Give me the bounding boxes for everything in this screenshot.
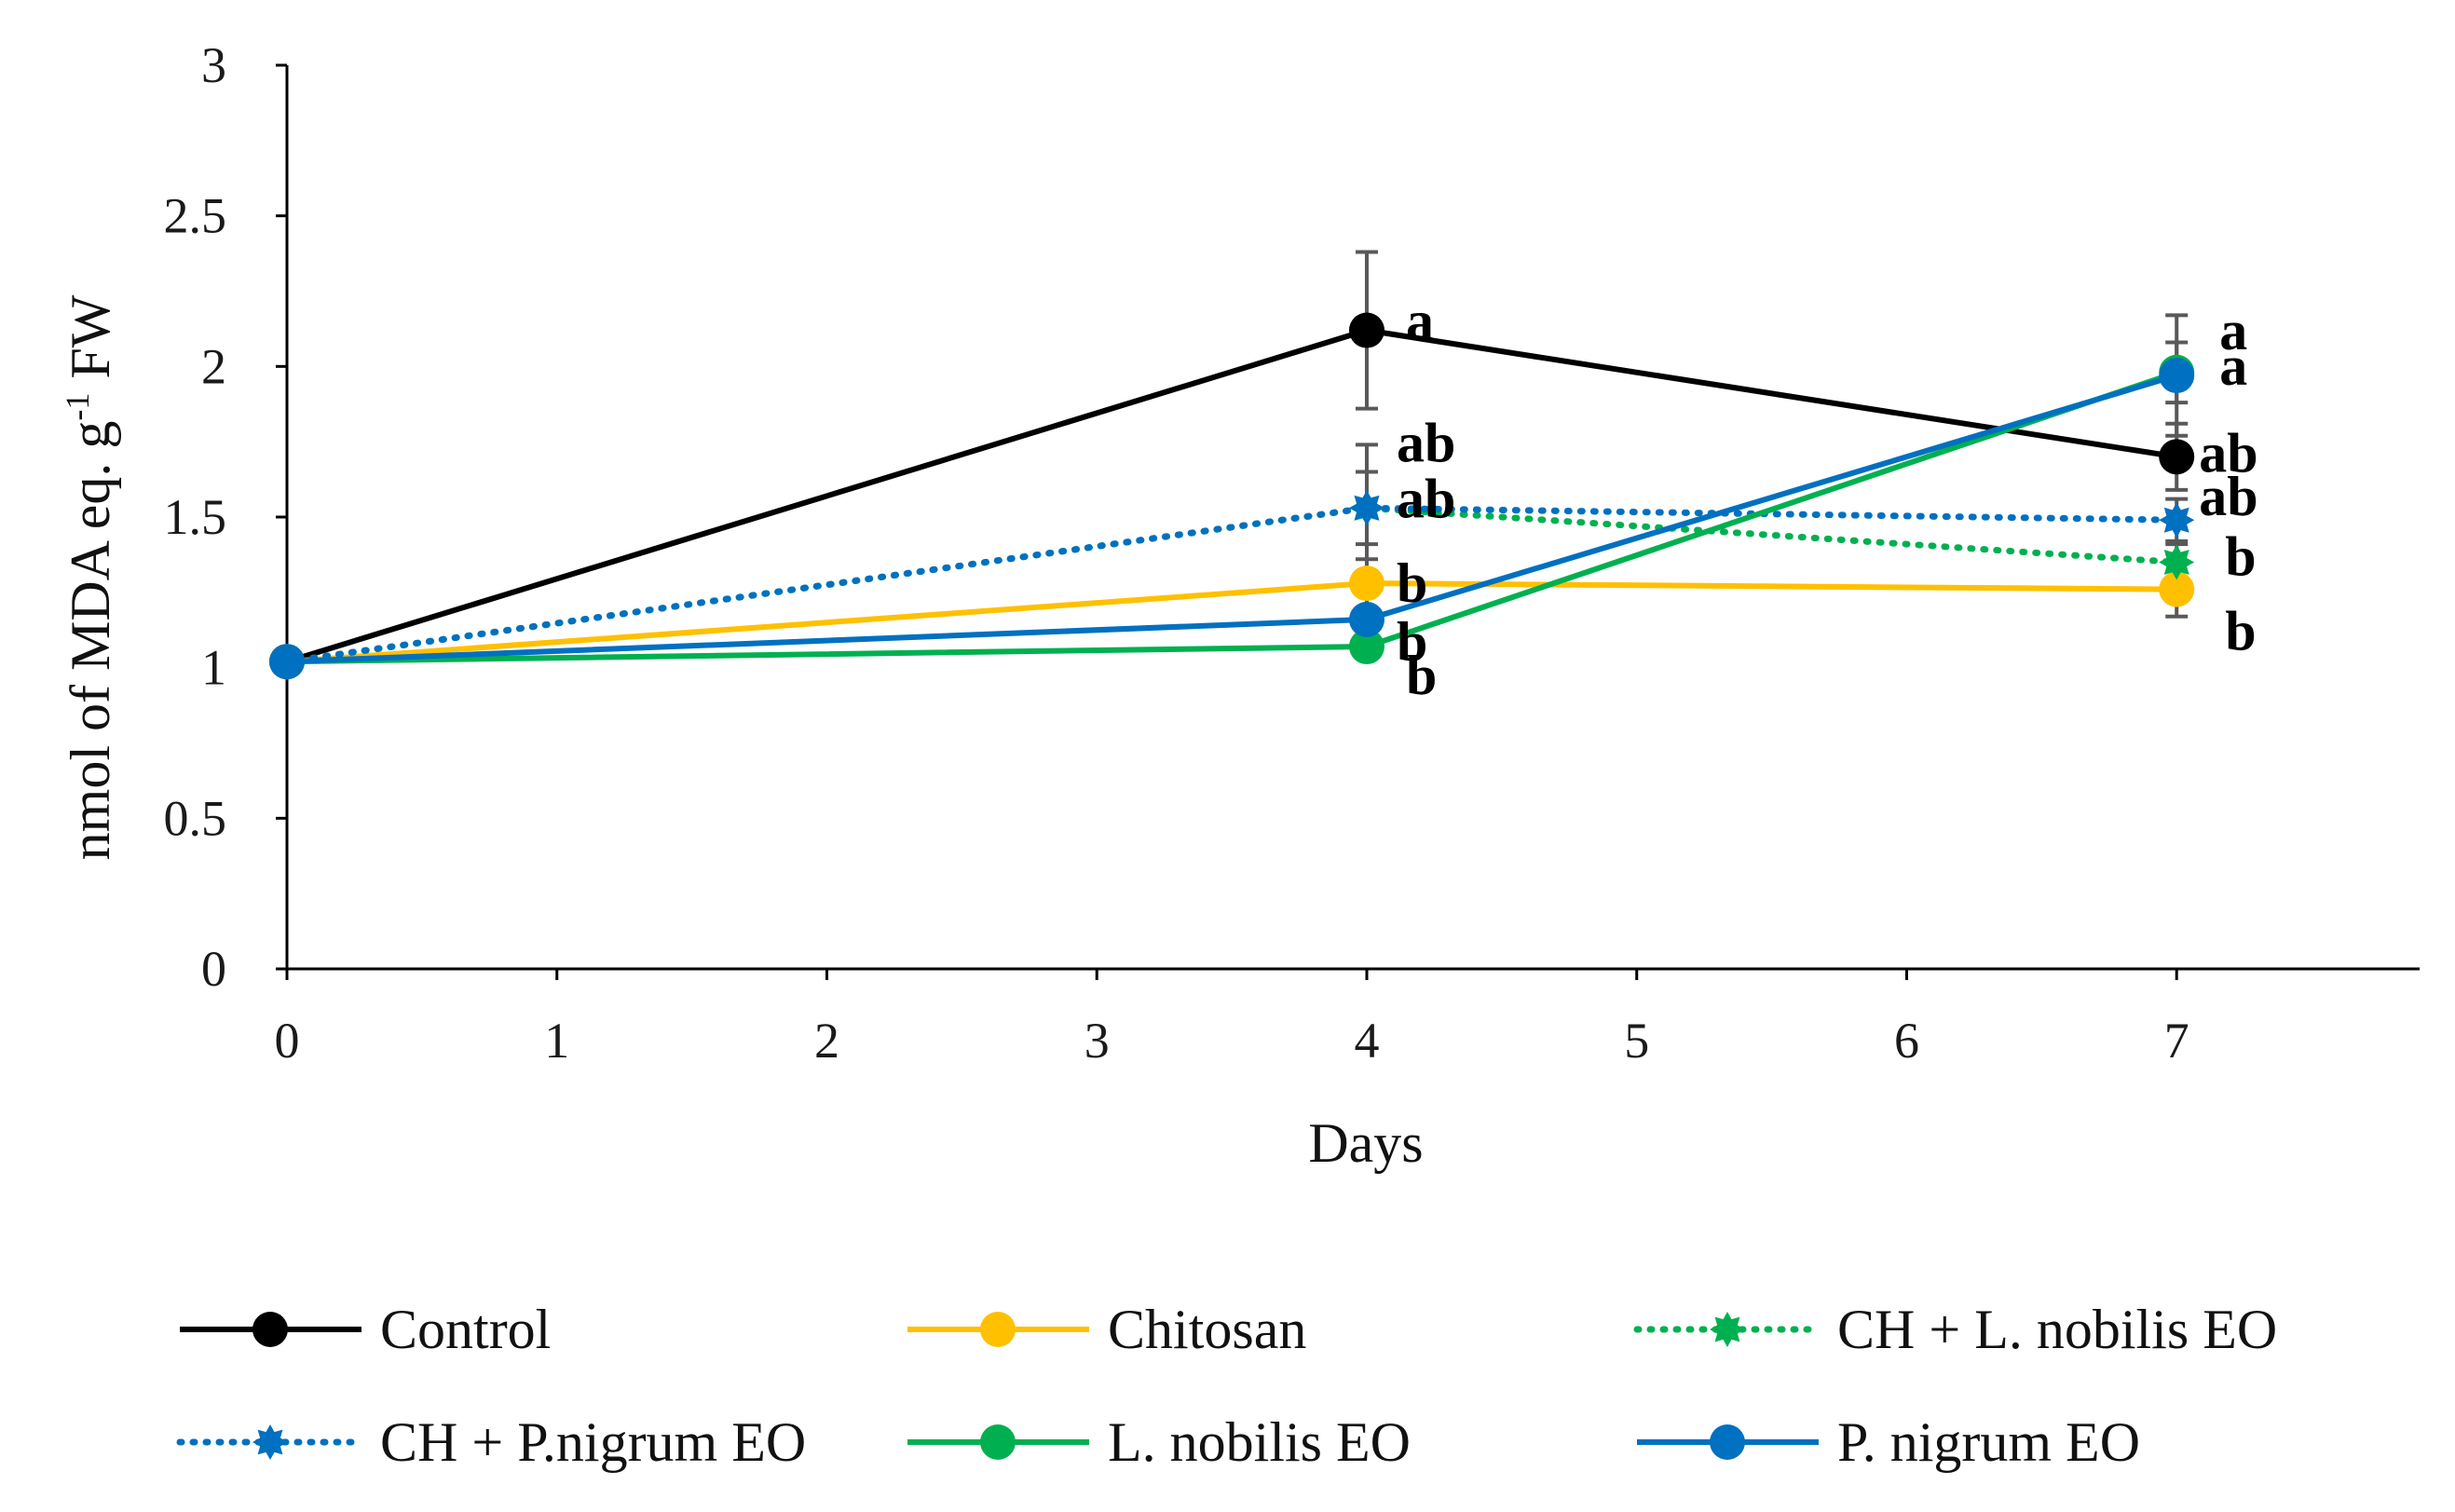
x-tick-label: 4 [1354, 1013, 1379, 1069]
legend-label: CH + P.nigrum EO [380, 1411, 806, 1473]
x-axis-title: Days [1308, 1112, 1423, 1174]
marker-control [2159, 439, 2195, 475]
marker-chitosan [2159, 571, 2195, 607]
legend-item-ch-p-nigrum-eo: CH + P.nigrum EO [176, 1411, 806, 1473]
marker-ch-p-nigrum-eo [1349, 490, 1384, 526]
legend-marker [980, 1312, 1016, 1347]
legend-item-ch-l-nobilis-eo: CH + L. nobilis EO [1633, 1299, 2277, 1360]
significance-label: b [2225, 526, 2256, 588]
marker-control [1348, 312, 1384, 348]
legend-label: Control [380, 1299, 551, 1360]
significance-label: b [2225, 601, 2256, 662]
legend-item-chitosan: Chitosan [907, 1299, 1306, 1360]
error-bars [1355, 250, 2189, 658]
y-tick-label: 2 [201, 338, 226, 394]
y-axis-title-superscript: -1 [59, 393, 96, 421]
x-tick-label: 3 [1084, 1013, 1110, 1069]
legend-label: L. nobilis EO [1108, 1411, 1411, 1473]
significance-label: b [1397, 611, 1427, 673]
x-tick-label: 0 [275, 1013, 300, 1069]
x-axis-ticks: 0 1 2 3 4 5 6 7 [275, 969, 2189, 1069]
marker-ch-l-nobilis-eo [2159, 544, 2195, 580]
x-tick-label: 1 [544, 1013, 569, 1069]
significance-label: ab [1397, 412, 1455, 473]
significance-label: a [2219, 335, 2247, 397]
significance-label: ab [1397, 468, 1455, 529]
y-axis-ticks: 0 0.5 1 1.5 2 2.5 3 [164, 37, 287, 997]
legend-item-p-nigrum-eo: P. nigrum EO [1637, 1411, 2140, 1473]
legend-marker [252, 1424, 288, 1460]
legend-marker [980, 1424, 1016, 1460]
series-line-control [286, 327, 2177, 665]
y-axis-title-suffix: FW [60, 294, 121, 392]
legend-marker [1710, 1312, 1745, 1347]
marker-chitosan [1348, 565, 1384, 602]
significance-label: a [1406, 291, 1434, 352]
marker-p-nigrum-eo [1348, 601, 1384, 637]
y-tick-label: 1 [201, 640, 226, 696]
x-tick-label: 6 [1894, 1013, 1919, 1069]
marker-p-nigrum-eo [269, 644, 305, 680]
significance-label: ab [2199, 466, 2257, 527]
series-markers [269, 312, 2195, 680]
y-tick-label: 3 [201, 37, 226, 93]
legend-marker [252, 1312, 288, 1347]
y-tick-label: 0.5 [164, 790, 227, 846]
y-tick-label: 0 [201, 941, 226, 997]
series-lines [283, 327, 2180, 665]
marker-ch-p-nigrum-eo [2159, 502, 2195, 538]
x-tick-label: 7 [2164, 1013, 2189, 1069]
legend-item-control: Control [180, 1299, 551, 1360]
y-tick-label: 1.5 [164, 489, 227, 545]
y-axis-title-main: nmol of MDA eq. g [60, 421, 121, 861]
x-tick-label: 5 [1624, 1013, 1649, 1069]
y-axis-title: nmol of MDA eq. g-1 FW [59, 294, 121, 860]
series-line-ch-p-nigrum-eo [283, 504, 2180, 665]
legend-label: Chitosan [1108, 1299, 1306, 1360]
legend-label: CH + L. nobilis EO [1837, 1299, 2277, 1360]
legend-item-l-nobilis-eo: L. nobilis EO [907, 1411, 1411, 1473]
significance-label: ab [2199, 422, 2257, 484]
significance-label: a [2219, 300, 2247, 361]
marker-l-nobilis-eo [1348, 629, 1384, 665]
significance-label: b [1397, 552, 1427, 614]
x-tick-label: 2 [814, 1013, 839, 1069]
significance-label: b [1406, 645, 1437, 706]
legend: Control Chitosan CH + L. nobilis EO CH + P.… [176, 1299, 2277, 1473]
legend-label: P. nigrum EO [1837, 1411, 2140, 1473]
marker-p-nigrum-eo [2159, 358, 2195, 394]
legend-marker [1710, 1424, 1745, 1460]
y-tick-label: 2.5 [164, 188, 227, 244]
